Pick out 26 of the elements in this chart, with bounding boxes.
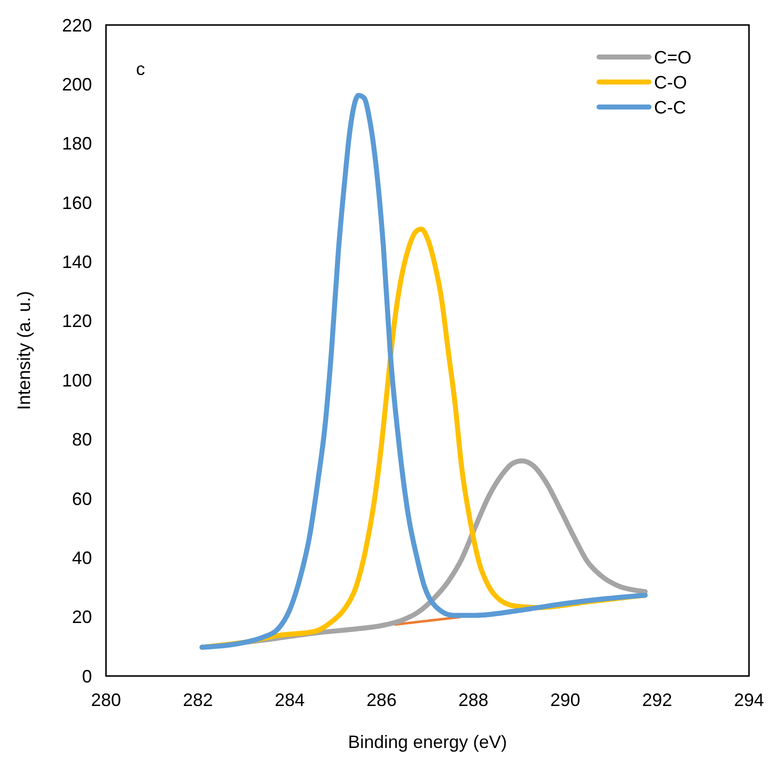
x-tick-label: 286 <box>366 690 397 710</box>
y-tick-label: 200 <box>62 74 92 94</box>
x-tick-label: 290 <box>550 690 580 710</box>
x-axis-title: Binding energy (eV) <box>348 732 508 752</box>
x-tick-label: 284 <box>274 690 305 710</box>
y-tick-label: 20 <box>72 607 92 628</box>
y-tick-label: 60 <box>72 488 92 509</box>
x-tick-label: 294 <box>734 690 764 710</box>
legend-label: C-O <box>654 72 687 92</box>
y-tick-label: 100 <box>62 370 92 390</box>
y-tick-label: 120 <box>62 311 92 332</box>
y-axis-title: Intensity (a. u.) <box>14 290 34 410</box>
x-tick-label: 282 <box>182 690 213 710</box>
y-tick-label: 80 <box>72 430 92 450</box>
y-tick-label: 180 <box>62 134 92 154</box>
legend-label: C-C <box>654 97 686 118</box>
y-tick-label: 140 <box>62 252 92 272</box>
y-tick-label: 0 <box>82 666 92 686</box>
legend-label: C=O <box>654 47 692 68</box>
y-tick-label: 220 <box>62 15 92 36</box>
x-tick-label: 292 <box>642 690 672 710</box>
y-tick-label: 40 <box>72 548 92 568</box>
y-tick-label: 160 <box>62 192 92 213</box>
annotation: c <box>136 59 145 79</box>
x-tick-label: 288 <box>458 690 488 710</box>
x-tick-label: 280 <box>90 690 122 710</box>
